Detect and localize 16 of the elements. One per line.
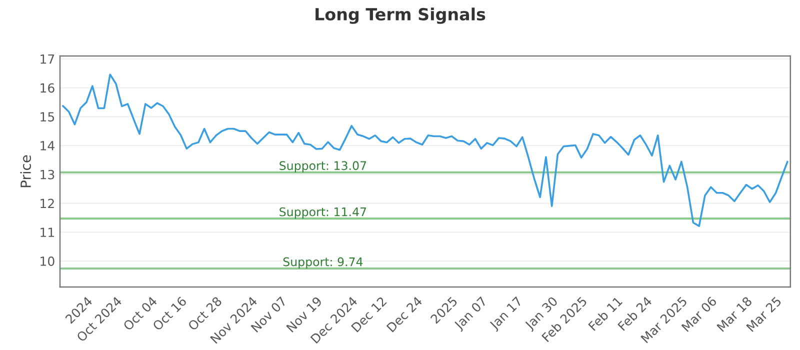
y-tick-label: 11	[40, 228, 54, 237]
line-series	[62, 74, 788, 227]
y-tick-label: 12	[40, 198, 54, 208]
ref-line-label: Support: 13.07	[280, 161, 366, 172]
chart-title: Long Term Signals	[316, 8, 486, 24]
y-axis-title: Price	[20, 155, 31, 188]
y-tick-label: 15	[40, 112, 54, 122]
y-tick-label: 16	[40, 83, 54, 93]
x-tick-label: Jan 17	[488, 296, 524, 332]
y-tick-label: 14	[40, 141, 54, 150]
y-tick-label: 13	[40, 170, 54, 180]
ref-line-label: Support: 11.47	[280, 207, 366, 219]
y-tick-label: 17	[40, 54, 54, 64]
x-tick-label: Dec 24	[386, 296, 423, 332]
ref-line-label: Support: 9.74	[283, 257, 363, 269]
y-tick-label: 10	[40, 256, 54, 266]
